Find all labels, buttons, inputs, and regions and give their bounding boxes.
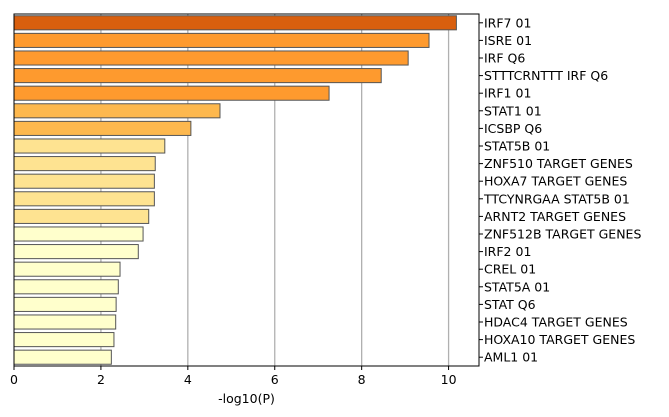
x-axis-label: -log10(P) [218, 391, 275, 406]
grid-lines [100, 14, 450, 366]
category-label: STAT Q6 [484, 297, 536, 312]
category-label: STAT1 01 [484, 103, 542, 118]
category-label: STAT5B 01 [484, 139, 550, 154]
bar [13, 332, 115, 348]
bar [13, 314, 117, 330]
bar [13, 279, 119, 295]
category-label: IRF2 01 [484, 244, 531, 259]
bar [13, 208, 150, 224]
x-tick-label: 0 [10, 372, 18, 387]
category-label: ARNT2 TARGET GENES [484, 209, 626, 224]
x-tick-label: 6 [271, 372, 279, 387]
x-axis-ticks: 0 2 4 6 8 10 [10, 366, 457, 387]
bar [13, 226, 144, 242]
bar [13, 120, 192, 136]
category-label: HOXA10 TARGET GENES [484, 332, 635, 347]
bars [13, 15, 457, 365]
category-label: ISRE 01 [484, 33, 532, 48]
x-tick-label: 8 [358, 372, 366, 387]
bar [13, 15, 457, 31]
category-label: HOXA7 TARGET GENES [484, 174, 627, 189]
bar [13, 85, 330, 101]
bar [13, 244, 139, 260]
bar [13, 173, 155, 189]
bar [13, 138, 166, 154]
bar [13, 68, 382, 84]
bar [13, 32, 430, 48]
category-label: STAT5A 01 [484, 279, 550, 294]
bar [13, 261, 121, 277]
category-label: IRF7 01 [484, 15, 531, 30]
category-label: CREL 01 [484, 262, 536, 277]
x-tick-label: 2 [97, 372, 105, 387]
category-label: IRF1 01 [484, 86, 531, 101]
category-label: TTCYNRGAA STAT5B 01 [483, 191, 630, 206]
bar [13, 103, 221, 119]
category-labels: IRF7 01 ISRE 01 IRF Q6 STTTCRNTTT IRF Q6 IRF… [479, 15, 641, 365]
bar [13, 296, 117, 312]
category-label: STTTCRNTTT IRF Q6 [484, 68, 608, 83]
category-label: IRF Q6 [484, 51, 525, 66]
category-label: AML1 01 [484, 350, 538, 365]
bar [13, 349, 112, 365]
bar [13, 191, 155, 207]
bar [13, 50, 409, 66]
category-label: ICSBP Q6 [484, 121, 542, 136]
category-label: HDAC4 TARGET GENES [484, 315, 628, 330]
category-label: ZNF512B TARGET GENES [484, 227, 641, 242]
category-label: ZNF510 TARGET GENES [484, 156, 633, 171]
x-tick-label: 10 [441, 372, 457, 387]
bar [13, 156, 156, 172]
plot-frame [13, 13, 480, 367]
x-tick-label: 4 [184, 372, 192, 387]
